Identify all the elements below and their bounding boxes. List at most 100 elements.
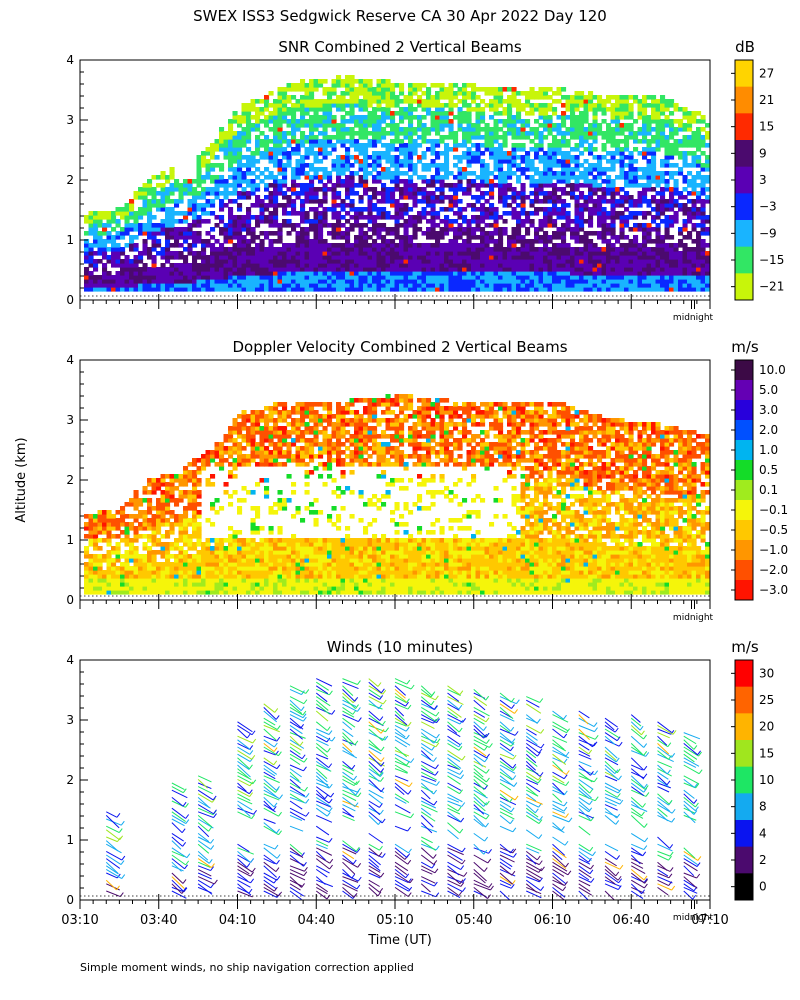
snr-cell xyxy=(291,123,297,128)
snr-cell xyxy=(628,199,634,204)
snr-cell xyxy=(669,143,675,148)
snr-cell xyxy=(588,259,594,264)
snr-cell xyxy=(390,103,396,108)
snr-cell xyxy=(507,103,513,108)
snr-cell xyxy=(696,159,702,164)
snr-cell xyxy=(444,111,450,116)
snr-cell xyxy=(295,163,301,168)
snr-cell xyxy=(525,123,531,128)
snr-cell xyxy=(340,223,346,228)
snr-cell xyxy=(169,231,175,236)
snr-cell xyxy=(259,99,265,104)
snr-cell xyxy=(466,279,472,284)
snr-cell xyxy=(408,111,414,116)
snr-cell xyxy=(529,95,535,100)
snr-cell xyxy=(214,239,220,244)
snr-cell xyxy=(682,267,688,272)
snr-cell xyxy=(363,135,369,140)
snr-cell xyxy=(453,199,459,204)
snr-cell xyxy=(579,251,585,256)
snr-cell xyxy=(304,171,310,176)
snr-cell xyxy=(340,99,346,104)
snr-cell xyxy=(336,259,342,264)
snr-cell xyxy=(255,275,261,280)
snr-cell xyxy=(102,263,108,268)
snr-cell xyxy=(376,127,382,132)
snr-cell xyxy=(336,123,342,128)
snr-cell xyxy=(205,203,211,208)
snr-cell xyxy=(363,95,369,100)
snr-cell xyxy=(579,99,585,104)
snr-cell xyxy=(669,267,675,272)
snr-cell xyxy=(367,235,373,240)
snr-cell xyxy=(507,259,513,264)
snr-cell xyxy=(372,219,378,224)
snr-cell xyxy=(660,255,666,260)
snr-cell xyxy=(241,223,247,228)
snr-cell xyxy=(336,283,342,288)
snr-cell xyxy=(178,195,184,200)
snr-cell xyxy=(345,175,351,180)
snr-cell xyxy=(534,191,540,196)
snr-cell xyxy=(516,119,522,124)
snr-cell xyxy=(228,147,234,152)
snr-cell xyxy=(358,223,364,228)
snr-cell xyxy=(273,195,279,200)
snr-cell xyxy=(502,231,508,236)
snr-cell xyxy=(583,231,589,236)
snr-cell xyxy=(484,171,490,176)
snr-cell xyxy=(345,251,351,256)
snr-cell xyxy=(547,151,553,156)
snr-cell xyxy=(489,171,495,176)
snr-cell xyxy=(363,155,369,160)
snr-cell xyxy=(538,271,544,276)
snr-cell xyxy=(336,127,342,132)
doppler-cell xyxy=(93,518,99,523)
snr-cell xyxy=(435,283,441,288)
snr-cell xyxy=(610,139,616,144)
snr-cell xyxy=(327,119,333,124)
snr-cell xyxy=(453,191,459,196)
snr-cell xyxy=(624,107,630,112)
snr-cell xyxy=(547,235,553,240)
snr-cell xyxy=(223,255,229,260)
snr-cell xyxy=(547,155,553,160)
snr-cell xyxy=(286,195,292,200)
snr-cell xyxy=(282,91,288,96)
snr-cell xyxy=(651,239,657,244)
snr-cell xyxy=(201,283,207,288)
snr-cell xyxy=(426,195,432,200)
snr-cell xyxy=(385,251,391,256)
snr-cell xyxy=(372,143,378,148)
snr-cell xyxy=(273,267,279,272)
snr-cell xyxy=(687,283,693,288)
snr-cell xyxy=(597,251,603,256)
snr-cell xyxy=(417,283,423,288)
snr-cell xyxy=(372,127,378,132)
snr-cell xyxy=(687,215,693,220)
snr-cell xyxy=(381,271,387,276)
snr-cell xyxy=(502,107,508,112)
snr-cell xyxy=(480,195,486,200)
snr-cell xyxy=(115,259,121,264)
snr-cell xyxy=(646,171,652,176)
snr-cell xyxy=(232,171,238,176)
snr-cell xyxy=(538,187,544,192)
snr-cell xyxy=(277,159,283,164)
snr-cell xyxy=(358,255,364,260)
snr-cell xyxy=(291,191,297,196)
snr-cell xyxy=(511,155,517,160)
snr-cell xyxy=(426,103,432,108)
snr-cell xyxy=(489,259,495,264)
snr-cell xyxy=(399,127,405,132)
snr-cell xyxy=(228,159,234,164)
snr-cell xyxy=(228,219,234,224)
snr-cell xyxy=(268,191,274,196)
snr-cell xyxy=(430,263,436,268)
snr-cell xyxy=(399,163,405,168)
snr-cell xyxy=(574,91,580,96)
snr-cell xyxy=(448,171,454,176)
snr-cell xyxy=(367,195,373,200)
snr-cell xyxy=(700,283,706,288)
